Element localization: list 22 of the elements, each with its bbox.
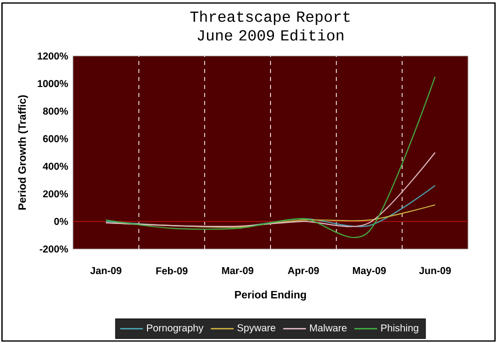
y-tick-label: 800%	[43, 108, 68, 115]
legend-label: Malware	[310, 324, 347, 332]
y-tick-label: 200%	[43, 190, 68, 198]
y-tick-label: 600%	[43, 135, 68, 142]
legend-label: Spyware	[237, 324, 276, 334]
x-tick-label: Jan-09	[90, 267, 122, 274]
x-tick-label: Mar-09	[222, 267, 254, 274]
y-tick-label: -200%	[40, 245, 68, 253]
legend-label: Phishing	[381, 324, 418, 334]
y-tick-label: 1000%	[38, 80, 68, 88]
x-tick-label: Apr-09	[288, 267, 319, 276]
y-tick-label: 1200%	[38, 52, 68, 60]
line-series	[105, 152, 436, 228]
chart-title: Threatscape Report June 2009 Edition	[190, 10, 350, 41]
y-tick-label: 0%	[54, 218, 68, 225]
y-axis-title: Period Growth (Traffic)	[18, 95, 28, 210]
y-tick-label: 400%	[42, 162, 68, 170]
x-tick-label: Feb-09	[156, 267, 188, 274]
x-axis-title: Period Ending	[235, 290, 306, 301]
x-tick-label: Jun-09	[419, 267, 451, 274]
x-tick-label: May-09	[352, 267, 386, 276]
legend-label: Pornography	[147, 324, 204, 334]
